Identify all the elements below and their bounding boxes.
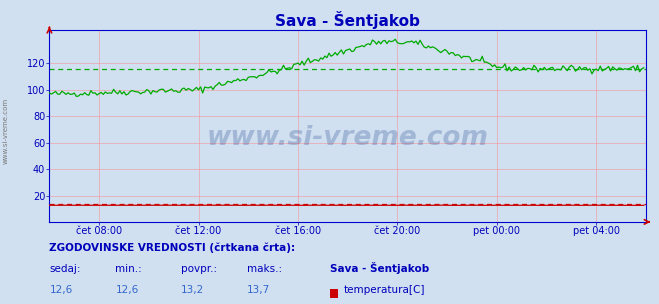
Text: sedaj:: sedaj: [49, 264, 81, 274]
Text: www.si-vreme.com: www.si-vreme.com [207, 125, 488, 151]
Text: Sava - Šentjakob: Sava - Šentjakob [330, 262, 429, 274]
Text: 12,6: 12,6 [49, 285, 72, 295]
Title: Sava - Šentjakob: Sava - Šentjakob [275, 11, 420, 29]
Text: min.:: min.: [115, 264, 142, 274]
Text: 13,7: 13,7 [247, 285, 270, 295]
Text: www.si-vreme.com: www.si-vreme.com [2, 98, 9, 164]
Text: ZGODOVINSKE VREDNOSTI (črtkana črta):: ZGODOVINSKE VREDNOSTI (črtkana črta): [49, 242, 295, 253]
Text: 12,6: 12,6 [115, 285, 138, 295]
Text: 13,2: 13,2 [181, 285, 204, 295]
Text: povpr.:: povpr.: [181, 264, 217, 274]
Text: maks.:: maks.: [247, 264, 282, 274]
Text: temperatura[C]: temperatura[C] [343, 285, 425, 295]
